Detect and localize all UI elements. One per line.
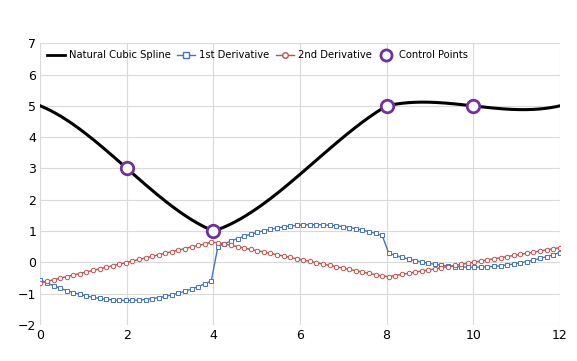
Legend: Natural Cubic Spline, 1st Derivative, 2nd Derivative, Control Points: Natural Cubic Spline, 1st Derivative, 2n… [46,48,470,62]
